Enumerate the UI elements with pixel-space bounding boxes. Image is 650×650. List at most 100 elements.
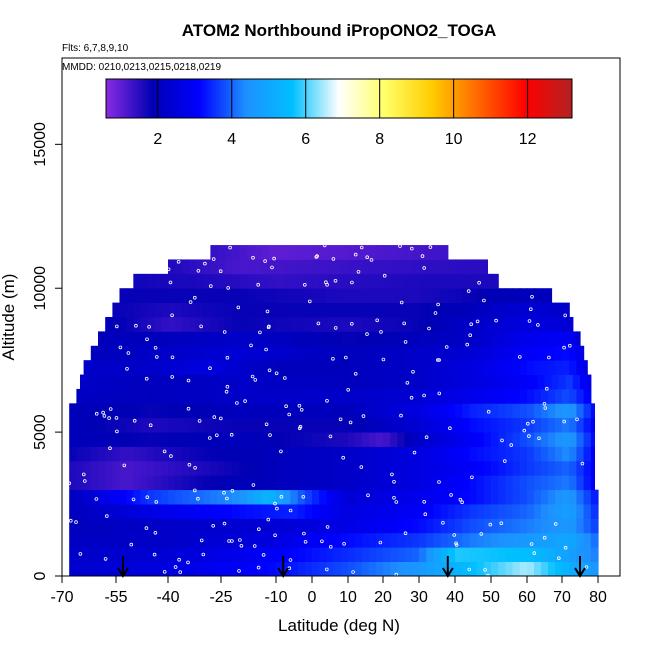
heatmap-cell bbox=[261, 273, 270, 289]
heatmap-cell bbox=[312, 446, 320, 462]
heatmap-cell bbox=[411, 504, 420, 519]
heatmap-cell bbox=[105, 561, 113, 577]
colorbar-tick-label: 4 bbox=[227, 131, 236, 148]
heatmap-cell bbox=[182, 518, 190, 534]
heatmap-cell bbox=[126, 388, 134, 404]
heatmap-cell bbox=[469, 446, 478, 462]
heatmap-cell bbox=[390, 532, 398, 548]
heatmap-cell bbox=[348, 446, 356, 462]
heatmap-cell bbox=[455, 504, 463, 519]
heatmap-cell bbox=[340, 302, 349, 318]
heatmap-cell bbox=[196, 403, 204, 419]
heatmap-cell bbox=[333, 432, 342, 447]
heatmap-cell bbox=[143, 374, 152, 390]
heatmap-cell bbox=[462, 460, 470, 476]
heatmap-cell bbox=[98, 561, 106, 577]
heatmap-cell bbox=[283, 259, 291, 275]
heatmap-cell bbox=[455, 561, 463, 577]
heatmap-cell bbox=[411, 360, 420, 375]
heatmap-cell bbox=[175, 345, 183, 361]
heatmap-cell bbox=[469, 532, 478, 548]
heatmap-cell bbox=[276, 446, 284, 462]
heatmap-cell bbox=[182, 475, 190, 491]
heatmap-cell bbox=[512, 489, 521, 505]
heatmap-cell bbox=[189, 331, 197, 347]
heatmap-cell bbox=[369, 561, 377, 577]
heatmap-cell bbox=[326, 331, 335, 347]
heatmap-cell bbox=[512, 331, 521, 347]
measurement-point bbox=[366, 493, 370, 498]
heatmap-cell bbox=[276, 345, 284, 361]
measurement-point bbox=[325, 282, 329, 287]
heatmap-cell bbox=[232, 288, 240, 304]
heatmap-cell bbox=[505, 518, 514, 534]
heatmap-cell bbox=[168, 475, 176, 491]
heatmap-cell bbox=[168, 345, 176, 361]
heatmap-cell bbox=[390, 504, 398, 519]
heatmap-cell bbox=[268, 360, 277, 375]
heatmap-cell bbox=[217, 475, 226, 491]
heatmap-cell bbox=[168, 388, 176, 404]
heatmap-cell bbox=[126, 504, 134, 519]
heatmap-cell bbox=[239, 360, 248, 375]
heatmap-cell bbox=[217, 504, 226, 519]
heatmap-cell bbox=[390, 288, 398, 304]
heatmap-cell bbox=[583, 460, 592, 476]
measurement-point bbox=[236, 305, 241, 310]
heatmap-cell bbox=[505, 561, 514, 577]
heatmap-cell bbox=[369, 417, 377, 433]
heatmap-cell bbox=[411, 259, 420, 275]
heatmap-cell bbox=[140, 432, 148, 447]
measurement-point bbox=[449, 493, 453, 497]
heatmap-cell bbox=[268, 345, 277, 361]
measurement-point bbox=[405, 380, 410, 385]
measurement-point bbox=[324, 567, 329, 572]
measurement-point bbox=[74, 520, 78, 524]
heatmap-cell bbox=[319, 245, 327, 260]
heatmap-cell bbox=[224, 288, 233, 304]
measurement-point bbox=[228, 245, 232, 250]
heatmap-cell bbox=[168, 489, 176, 505]
heatmap-cell bbox=[239, 317, 248, 332]
heatmap-cell bbox=[404, 317, 413, 332]
heatmap-cell bbox=[283, 273, 291, 289]
measurement-point bbox=[467, 567, 472, 572]
heatmap-cell bbox=[362, 504, 370, 519]
heatmap-cell bbox=[189, 475, 197, 491]
heatmap-cell bbox=[376, 273, 384, 289]
heatmap-cell bbox=[239, 532, 248, 548]
heatmap-cell bbox=[90, 475, 99, 491]
heatmap-cell bbox=[312, 360, 320, 375]
heatmap-cell bbox=[440, 518, 449, 534]
colorbar-ticks: 2 4 6 8 10 12 bbox=[153, 79, 537, 148]
heatmap-cell bbox=[196, 561, 204, 577]
measurement-point bbox=[212, 415, 217, 419]
heatmap-cell bbox=[105, 532, 113, 548]
heatmap-cell bbox=[541, 475, 549, 491]
heatmap-cell bbox=[404, 547, 413, 563]
heatmap-cell bbox=[98, 403, 106, 419]
heatmap-cell bbox=[210, 317, 219, 332]
heatmap-cell bbox=[548, 288, 553, 304]
heatmap-cell bbox=[355, 259, 363, 275]
measurement-point bbox=[224, 389, 229, 394]
heatmap-cell bbox=[390, 331, 398, 347]
heatmap-cell bbox=[239, 432, 248, 447]
measurement-point bbox=[553, 522, 558, 526]
heatmap-cell bbox=[283, 547, 291, 563]
measurement-point bbox=[499, 521, 504, 525]
measurement-point bbox=[298, 424, 303, 429]
heatmap-cell bbox=[433, 360, 442, 375]
heatmap-cell bbox=[154, 417, 162, 433]
heatmap-cell bbox=[326, 317, 335, 332]
heatmap-cell bbox=[491, 360, 499, 375]
heatmap-cell bbox=[426, 475, 434, 491]
heatmap-cell bbox=[161, 518, 169, 534]
y-tick-label: 15000 bbox=[32, 122, 49, 167]
heatmap-cell bbox=[519, 504, 528, 519]
heatmap-cell bbox=[147, 489, 155, 505]
heatmap-cell bbox=[355, 360, 363, 375]
heatmap-cell bbox=[426, 547, 434, 563]
heatmap-cell bbox=[469, 561, 478, 577]
heatmap-cell bbox=[140, 547, 148, 563]
